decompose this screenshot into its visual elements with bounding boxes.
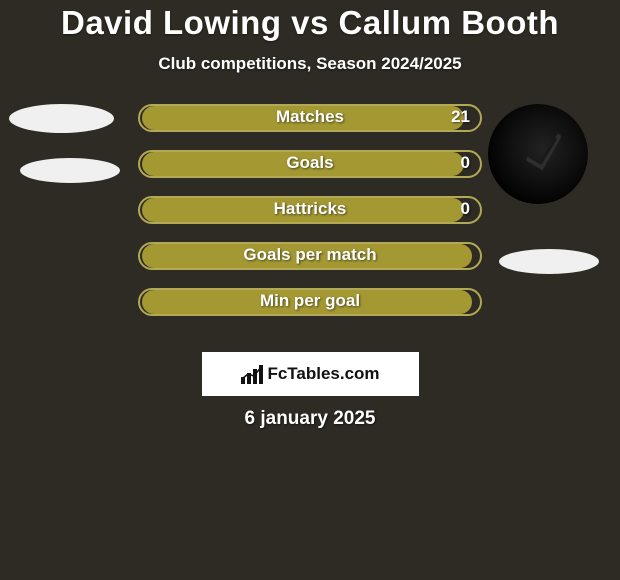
stat-bar: Hattricks0 xyxy=(138,196,482,224)
stat-bars: Matches21 Goals0 Hattricks0 Goals per match… xyxy=(138,104,482,334)
stat-right-value: 0 xyxy=(461,199,470,219)
stat-bar-outline xyxy=(138,242,482,270)
right-avatar-placeholder xyxy=(499,249,599,274)
stat-bar-outline xyxy=(138,150,482,178)
stat-bar: Min per goal xyxy=(138,288,482,316)
stat-bar-outline xyxy=(138,288,482,316)
stat-right-value: 21 xyxy=(451,107,470,127)
stat-bar: Goals per match xyxy=(138,242,482,270)
left-avatar-placeholder-2 xyxy=(20,158,120,183)
fctables-rest: Tables.com xyxy=(287,364,379,384)
avatar-checkmark-icon xyxy=(520,130,567,177)
bar-chart-icon xyxy=(241,364,263,384)
page-title: David Lowing vs Callum Booth xyxy=(0,0,620,42)
subtitle: Club competitions, Season 2024/2025 xyxy=(0,54,620,74)
date-text: 6 january 2025 xyxy=(0,408,620,430)
stat-right-value: 0 xyxy=(461,153,470,173)
stat-bar-outline xyxy=(138,104,482,132)
left-avatar-placeholder-1 xyxy=(9,104,114,133)
fctables-fc: Fc xyxy=(267,364,287,384)
right-avatar xyxy=(488,104,588,204)
stat-bar: Matches21 xyxy=(138,104,482,132)
stat-bar-outline xyxy=(138,196,482,224)
fctables-text: FcTables.com xyxy=(267,364,379,384)
comparison-area: Matches21 Goals0 Hattricks0 Goals per match… xyxy=(0,104,620,344)
page-root: David Lowing vs Callum Booth Club compet… xyxy=(0,0,620,580)
stat-bar: Goals0 xyxy=(138,150,482,178)
fctables-badge: FcTables.com xyxy=(202,352,419,396)
